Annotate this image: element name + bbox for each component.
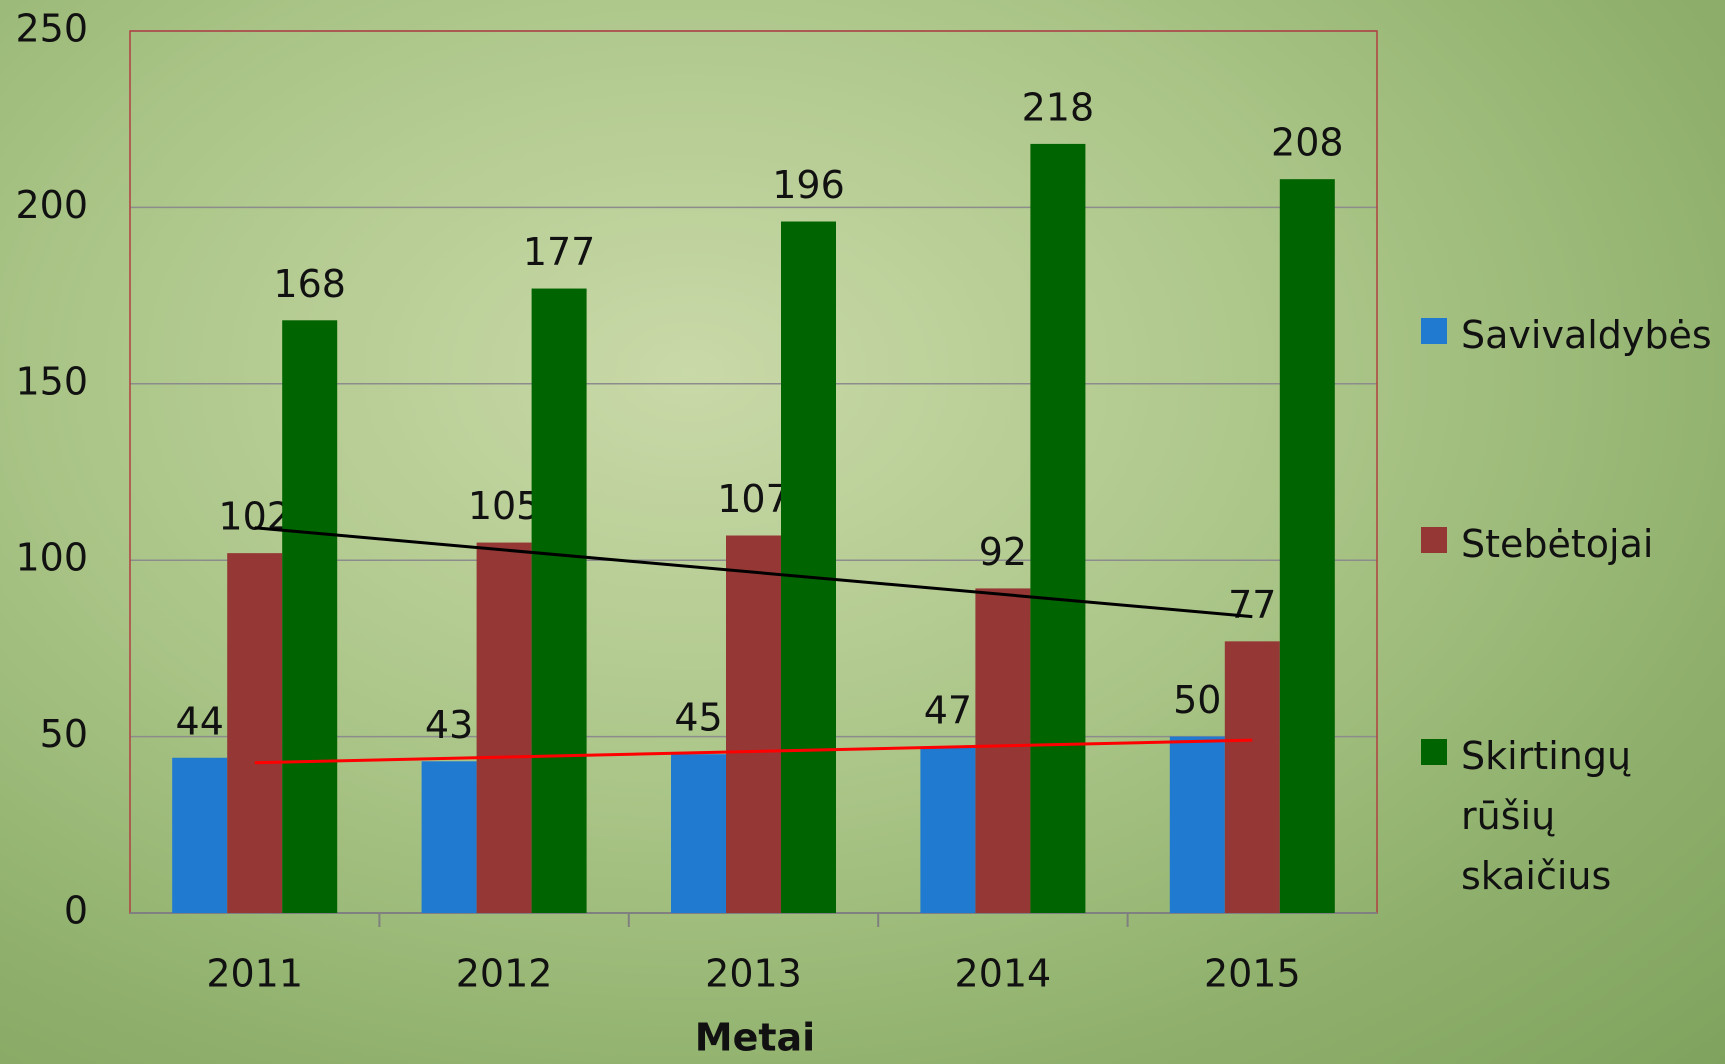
x-tick-label: 2014 — [955, 952, 1052, 996]
bar — [227, 553, 282, 913]
value-label: 208 — [1271, 121, 1344, 165]
bar — [477, 543, 532, 913]
y-tick-label: 0 — [64, 889, 88, 933]
value-label: 196 — [772, 163, 845, 207]
bar — [781, 222, 836, 913]
value-label: 107 — [717, 477, 790, 521]
bar — [532, 289, 587, 913]
bar — [1030, 144, 1085, 913]
x-tick-label: 2013 — [705, 952, 802, 996]
value-label: 44 — [176, 699, 224, 743]
legend-label: Stebėtojai — [1461, 514, 1716, 574]
value-label: 43 — [425, 703, 473, 747]
bar — [282, 320, 337, 913]
y-tick-label: 50 — [40, 712, 88, 756]
bar — [920, 747, 975, 913]
page: Metai 0 50 100 150 200 250 2011 2012 2013 2014 201… — [0, 0, 1725, 1064]
value-label: 218 — [1022, 85, 1095, 129]
y-tick-label: 150 — [15, 359, 88, 403]
value-label: 50 — [1173, 678, 1221, 722]
legend-item: Skirtingų rūšių skaičius — [1421, 726, 1716, 906]
x-tick-label: 2012 — [456, 952, 553, 996]
legend-swatch — [1421, 527, 1447, 553]
value-label: 92 — [979, 530, 1027, 574]
value-label: 105 — [468, 484, 541, 528]
value-label: 47 — [924, 689, 972, 733]
x-axis-title: Metai — [695, 1016, 815, 1060]
bar — [1225, 641, 1280, 913]
bar — [1280, 179, 1335, 913]
y-tick-label: 250 — [15, 7, 88, 51]
bar — [726, 536, 781, 913]
value-label: 177 — [523, 230, 596, 274]
legend-label: Savivaldybės — [1461, 305, 1716, 365]
value-label: 77 — [1228, 583, 1276, 627]
y-tick-label: 100 — [15, 536, 88, 580]
x-tick-label: 2011 — [206, 952, 303, 996]
legend-label: Skirtingų rūšių skaičius — [1461, 726, 1716, 906]
legend-swatch — [1421, 318, 1447, 344]
bar — [1170, 737, 1225, 913]
x-tick-label: 2015 — [1204, 952, 1301, 996]
legend-item: Savivaldybės — [1421, 305, 1716, 365]
value-label: 102 — [218, 495, 291, 539]
y-tick-label: 200 — [15, 183, 88, 227]
bar — [671, 754, 726, 913]
value-label: 168 — [273, 262, 346, 306]
bar — [422, 761, 477, 913]
legend-item: Stebėtojai — [1421, 514, 1716, 574]
value-label: 45 — [674, 696, 722, 740]
bar — [172, 758, 227, 913]
bar — [975, 588, 1030, 913]
legend-swatch — [1421, 739, 1447, 765]
